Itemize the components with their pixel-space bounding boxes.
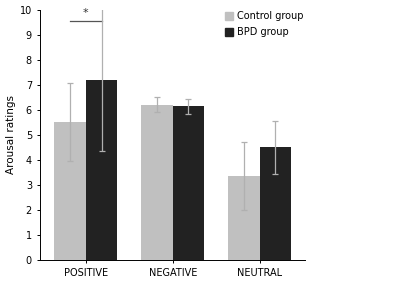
Legend: Control group, BPD group: Control group, BPD group (224, 9, 306, 39)
Bar (228, 176, 260, 260)
Bar (54, 122, 86, 260)
Bar (260, 147, 291, 260)
Text: *: * (83, 8, 89, 18)
Bar (141, 105, 173, 260)
Bar (86, 80, 117, 260)
Y-axis label: Arousal ratings: Arousal ratings (6, 95, 16, 174)
Bar (173, 106, 204, 260)
